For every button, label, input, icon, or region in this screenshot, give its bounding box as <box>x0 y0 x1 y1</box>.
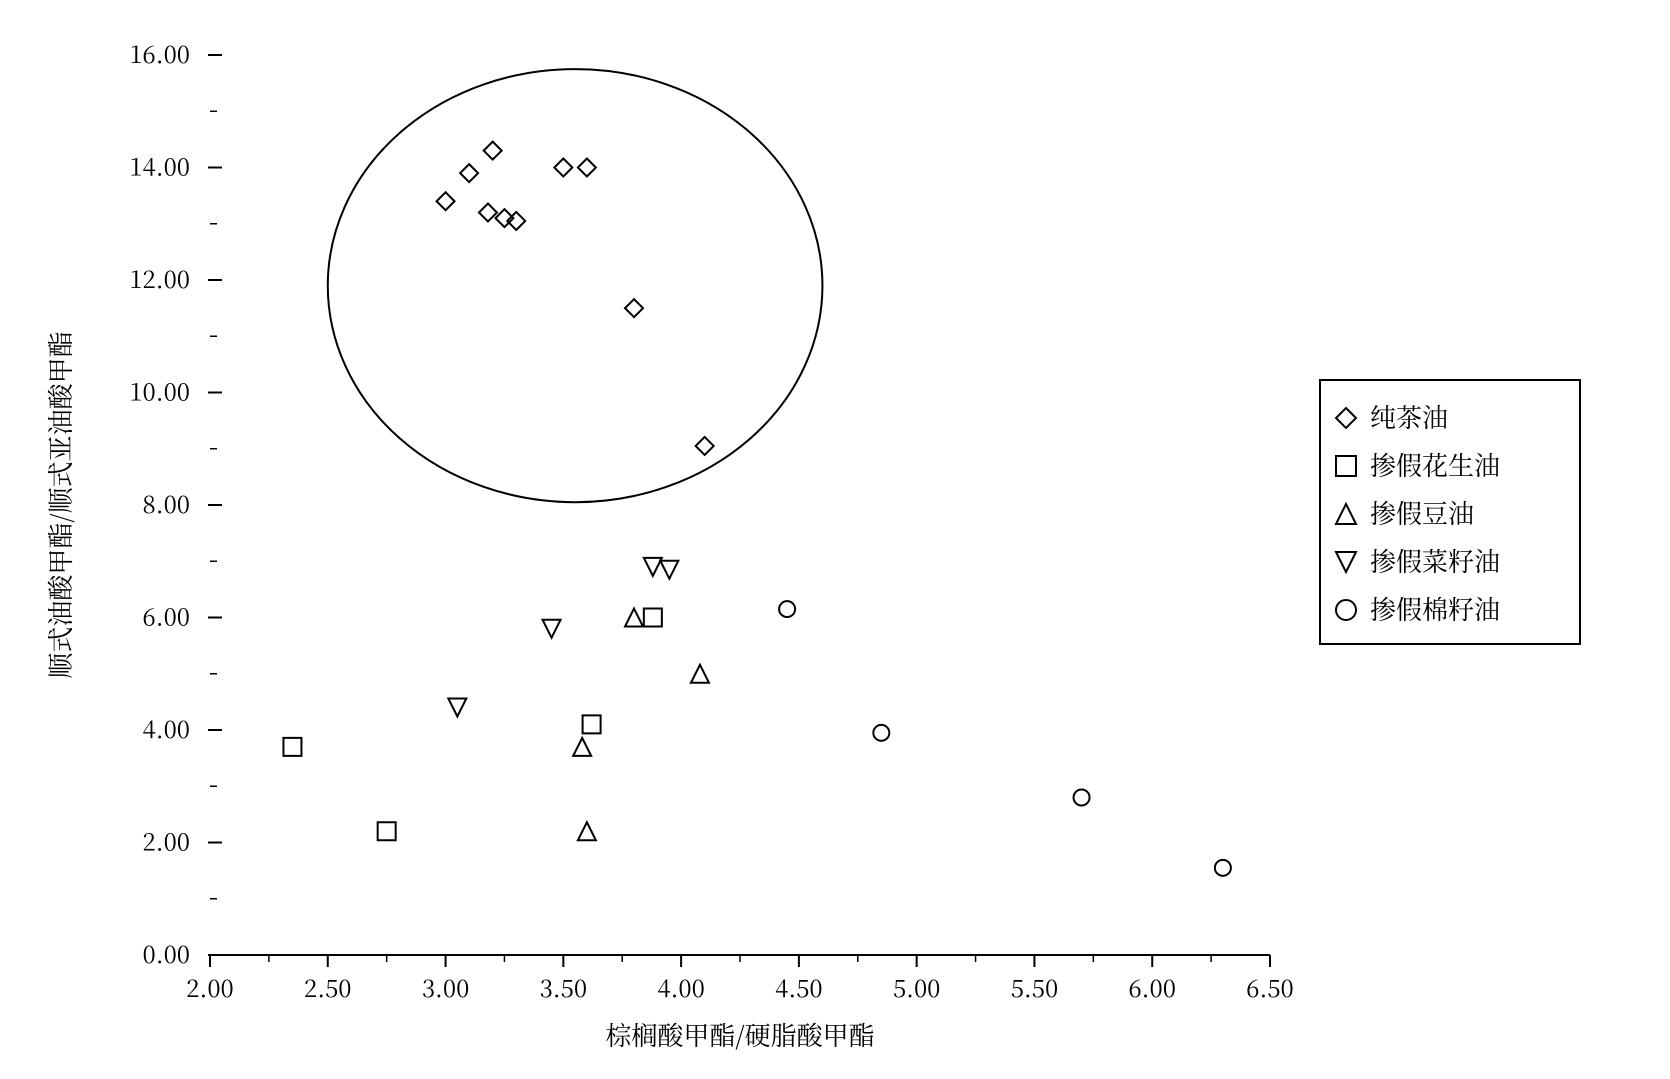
x-tick-label: 2.00 <box>186 969 233 1004</box>
y-axis-label: 顺式油酸甲酯/顺式亚油酸甲酯 <box>41 331 78 678</box>
x-tick-label: 3.00 <box>422 969 469 1004</box>
x-tick-label: 2.50 <box>304 969 351 1004</box>
y-tick-label: 12.00 <box>129 260 190 295</box>
x-tick-label: 6.50 <box>1246 969 1293 1004</box>
x-tick-label: 3.50 <box>540 969 587 1004</box>
legend-label-adulterated-cottonseed-oil: 掺假棉籽油 <box>1370 590 1500 627</box>
legend-label-adulterated-peanut-oil: 掺假花生油 <box>1370 446 1500 483</box>
y-tick-label: 8.00 <box>143 485 190 520</box>
y-tick-label: 6.00 <box>143 598 190 633</box>
x-axis-label: 棕榈酸甲酯/硬脂酸甲酯 <box>605 1016 874 1053</box>
x-tick-label: 6.00 <box>1128 969 1175 1004</box>
y-tick-label: 16.00 <box>129 35 190 70</box>
y-tick-label: 0.00 <box>143 935 190 970</box>
x-tick-label: 4.50 <box>775 969 822 1004</box>
legend: 纯茶油掺假花生油掺假豆油掺假菜籽油掺假棉籽油 <box>1320 380 1580 644</box>
y-tick-label: 10.00 <box>129 373 190 408</box>
chart-svg: 2.00 2.50 3.00 3.50 4.00 4.50 5.00 5.50 6.00 6.50… <box>0 0 1670 1079</box>
legend-label-adulterated-soybean-oil: 掺假豆油 <box>1370 494 1474 531</box>
x-tick-label: 4.00 <box>657 969 704 1004</box>
scatter-chart: 2.00 2.50 3.00 3.50 4.00 4.50 5.00 5.50 6.00 6.50… <box>0 0 1670 1079</box>
y-tick-label: 2.00 <box>143 823 190 858</box>
y-tick-label: 14.00 <box>129 148 190 183</box>
x-tick-label: 5.50 <box>1011 969 1058 1004</box>
legend-label-pure-tea-oil: 纯茶油 <box>1370 398 1448 435</box>
y-tick-label: 4.00 <box>143 710 190 745</box>
x-tick-label: 5.00 <box>893 969 940 1004</box>
legend-label-adulterated-rapeseed-oil: 掺假菜籽油 <box>1370 542 1500 579</box>
